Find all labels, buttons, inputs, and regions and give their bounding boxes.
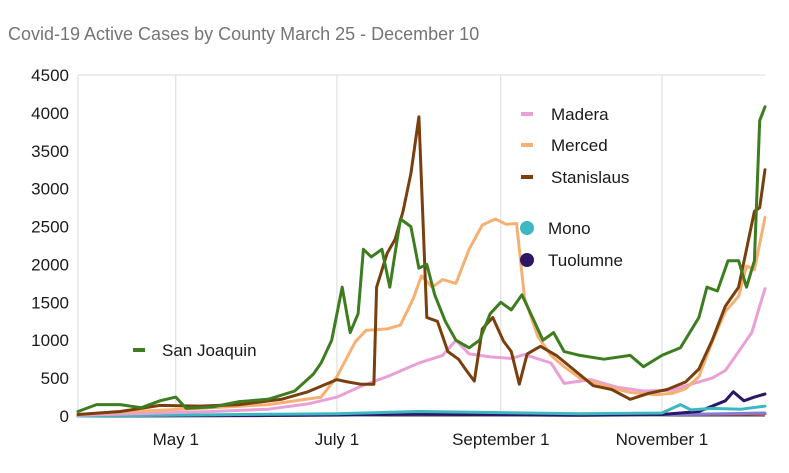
- series-line-unlabeled: [76, 411, 767, 418]
- legend-label: San Joaquin: [162, 341, 257, 360]
- legend-label: Madera: [551, 105, 609, 124]
- series-line-unlabeled: [76, 411, 767, 418]
- y-tick-label: 1000: [31, 331, 69, 350]
- legend-swatch: [521, 175, 533, 179]
- legend-swatch: [520, 221, 534, 235]
- x-tick-label: November 1: [616, 430, 709, 449]
- series-line-mono: [76, 403, 767, 418]
- y-tick-label: 2000: [31, 255, 69, 274]
- y-tick-label: 500: [41, 369, 69, 388]
- y-tick-label: 4500: [31, 66, 69, 85]
- series-line-stanislaus: [76, 115, 767, 416]
- legend-swatch: [520, 253, 534, 267]
- legend-label: Merced: [551, 136, 608, 155]
- x-tick-label: May 1: [153, 430, 199, 449]
- chart-title: Covid-19 Active Cases by County March 25…: [8, 24, 480, 44]
- series-line-san-joaquin: [76, 105, 767, 413]
- y-tick-label: 3000: [31, 180, 69, 199]
- y-tick-label: 3500: [31, 142, 69, 161]
- series-line-madera: [76, 287, 767, 417]
- x-tick-label: July 1: [315, 430, 359, 449]
- y-tick-label: 1500: [31, 293, 69, 312]
- series-line-tuolumne: [76, 390, 767, 418]
- legend-layer: Madera Merced Stanislaus Mono Tuolumne San Jo…: [133, 105, 629, 360]
- legend-swatch: [521, 112, 533, 116]
- legend-label: Mono: [548, 219, 591, 238]
- y-tick-label: 0: [60, 407, 69, 426]
- y-tick-label: 2500: [31, 218, 69, 237]
- x-tick-label: September 1: [452, 430, 549, 449]
- grid-layer: [77, 74, 765, 416]
- legend-label: Stanislaus: [551, 168, 629, 187]
- legend-label: Tuolumne: [548, 251, 623, 270]
- axis-layer: May 1 July 1 September 1 November 1 0 500 1000…: [31, 66, 765, 449]
- series-line-merced: [76, 216, 767, 416]
- legend-swatch: [521, 143, 533, 147]
- legend-swatch: [133, 348, 145, 352]
- series-layer: [76, 105, 767, 418]
- y-tick-label: 4000: [31, 104, 69, 123]
